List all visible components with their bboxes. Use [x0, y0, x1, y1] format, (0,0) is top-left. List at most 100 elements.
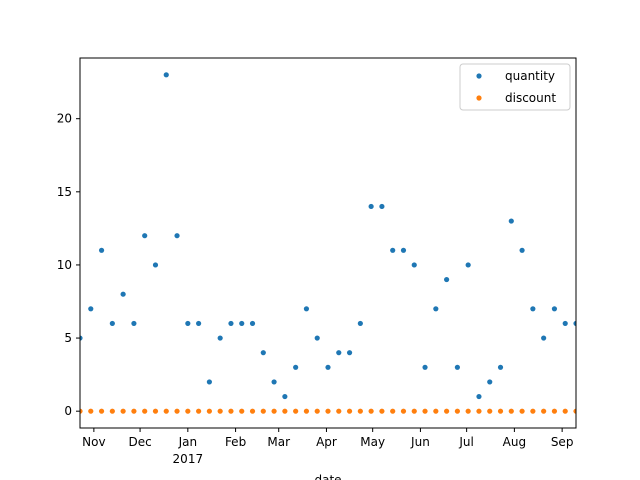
data-point-quantity-25 — [346, 350, 353, 356]
data-point-quantity-33 — [433, 306, 439, 312]
x-tick-label-apr: Apr — [316, 435, 337, 449]
data-point-discount-2 — [98, 408, 105, 414]
data-point-discount-29 — [390, 408, 396, 414]
x-tick-label-jan: Jan — [178, 435, 198, 449]
data-point-quantity-44 — [551, 306, 558, 312]
data-point-quantity-13 — [217, 335, 223, 341]
legend: quantity discount — [459, 63, 571, 111]
chart-marks — [80, 72, 576, 414]
data-point-discount-31 — [411, 408, 417, 414]
data-point-discount-12 — [206, 408, 212, 414]
data-point-discount-14 — [228, 408, 234, 414]
data-point-discount-40 — [508, 408, 514, 414]
data-point-quantity-2 — [98, 247, 105, 253]
data-point-quantity-42 — [530, 306, 536, 312]
y-tick-label-0: 0 — [64, 404, 72, 418]
plot-frame — [79, 57, 577, 429]
data-point-discount-6 — [142, 408, 148, 414]
y-tick-label-15: 15 — [57, 185, 72, 199]
data-point-quantity-31 — [411, 262, 417, 268]
data-point-quantity-8 — [163, 72, 169, 78]
data-point-quantity-27 — [368, 203, 374, 210]
data-point-quantity-0 — [80, 335, 83, 341]
data-point-discount-1 — [88, 408, 94, 414]
x-axis: Nov Dec Jan 2017 Feb Mar Apr May Jun Jul Aug Sep — [82, 428, 573, 466]
data-point-discount-42 — [530, 408, 536, 414]
x-tick-label-jun: Jun — [410, 435, 430, 449]
data-point-discount-20 — [293, 408, 299, 414]
data-point-quantity-34 — [444, 276, 450, 283]
data-point-discount-35 — [454, 408, 460, 414]
x-tick-label-jul: Jul — [458, 435, 473, 449]
data-point-discount-32 — [422, 408, 428, 414]
data-point-quantity-30 — [400, 247, 407, 253]
legend-marker-discount — [476, 95, 482, 101]
data-point-quantity-28 — [379, 203, 385, 210]
data-point-quantity-23 — [325, 364, 331, 370]
data-point-quantity-37 — [476, 393, 482, 400]
data-point-quantity-38 — [487, 379, 493, 385]
x-tick-label-feb: Feb — [225, 435, 246, 449]
data-point-discount-5 — [131, 408, 137, 414]
data-point-discount-19 — [282, 408, 288, 414]
x-tick-label-nov: Nov — [82, 435, 105, 449]
legend-label-discount: discount — [505, 91, 556, 105]
data-point-quantity-19 — [282, 393, 288, 400]
data-point-quantity-6 — [142, 233, 148, 239]
data-point-discount-7 — [152, 408, 159, 414]
y-tick-label-20: 20 — [57, 112, 72, 126]
data-point-quantity-22 — [314, 335, 320, 341]
data-point-discount-26 — [357, 408, 363, 414]
data-point-discount-4 — [120, 408, 126, 414]
data-point-quantity-11 — [196, 320, 202, 327]
data-point-discount-8 — [163, 408, 169, 414]
data-point-quantity-1 — [88, 306, 94, 312]
data-point-quantity-7 — [152, 262, 159, 268]
data-point-discount-11 — [196, 408, 202, 414]
data-point-discount-41 — [519, 408, 525, 414]
data-point-discount-25 — [346, 408, 353, 414]
data-point-quantity-9 — [174, 233, 180, 239]
data-point-discount-36 — [465, 408, 471, 414]
data-point-discount-38 — [487, 408, 493, 414]
x-tick-label-aug: Aug — [503, 435, 526, 449]
data-point-quantity-40 — [508, 218, 514, 224]
data-point-quantity-17 — [260, 350, 266, 356]
data-point-discount-44 — [551, 408, 558, 414]
data-point-discount-39 — [497, 408, 504, 414]
data-point-discount-33 — [433, 408, 439, 414]
data-point-discount-22 — [314, 408, 320, 414]
data-point-quantity-12 — [206, 379, 212, 385]
x-tick-label-mar: Mar — [267, 435, 290, 449]
data-point-quantity-32 — [422, 364, 428, 370]
data-point-discount-27 — [368, 408, 374, 414]
data-point-discount-37 — [476, 408, 482, 414]
data-point-quantity-24 — [336, 350, 342, 356]
x-tick-label-dec: Dec — [128, 435, 151, 449]
data-point-discount-43 — [541, 408, 547, 414]
data-point-quantity-3 — [109, 320, 115, 327]
data-point-quantity-36 — [465, 262, 471, 268]
data-point-discount-10 — [185, 408, 191, 414]
data-point-discount-34 — [444, 408, 450, 414]
x-tick-sublabel-2017: 2017 — [173, 452, 204, 466]
data-point-discount-17 — [260, 408, 266, 414]
data-point-quantity-15 — [239, 320, 245, 327]
y-tick-label-10: 10 — [57, 258, 72, 272]
data-point-quantity-46 — [573, 320, 576, 327]
y-tick-label-5: 5 — [64, 331, 72, 345]
data-point-discount-24 — [336, 408, 342, 414]
data-point-quantity-4 — [120, 291, 126, 297]
data-point-quantity-26 — [357, 320, 363, 327]
data-point-discount-21 — [303, 408, 310, 414]
data-point-quantity-14 — [228, 320, 234, 327]
data-point-quantity-21 — [303, 306, 310, 312]
data-point-discount-3 — [109, 408, 115, 414]
legend-label-quantity: quantity — [505, 69, 555, 83]
data-point-quantity-10 — [185, 320, 191, 327]
data-point-discount-46 — [573, 408, 576, 414]
data-point-discount-30 — [400, 408, 407, 414]
data-point-discount-0 — [80, 408, 83, 414]
data-point-quantity-29 — [390, 247, 396, 253]
